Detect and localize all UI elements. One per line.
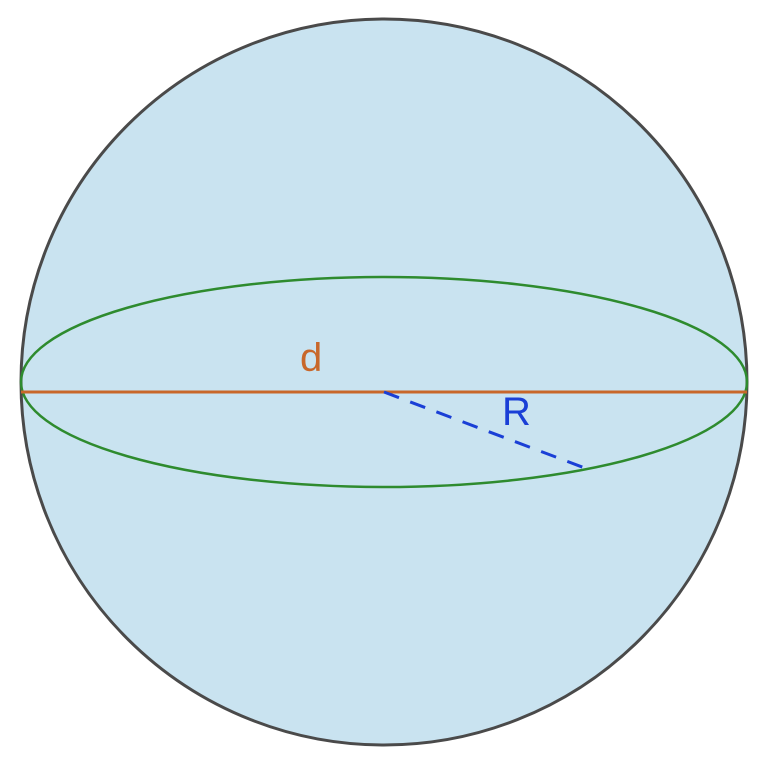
- sphere-diagram: [0, 0, 768, 764]
- diameter-label: d: [300, 336, 322, 381]
- radius-label: R: [502, 390, 531, 435]
- sphere-circle: [21, 19, 747, 745]
